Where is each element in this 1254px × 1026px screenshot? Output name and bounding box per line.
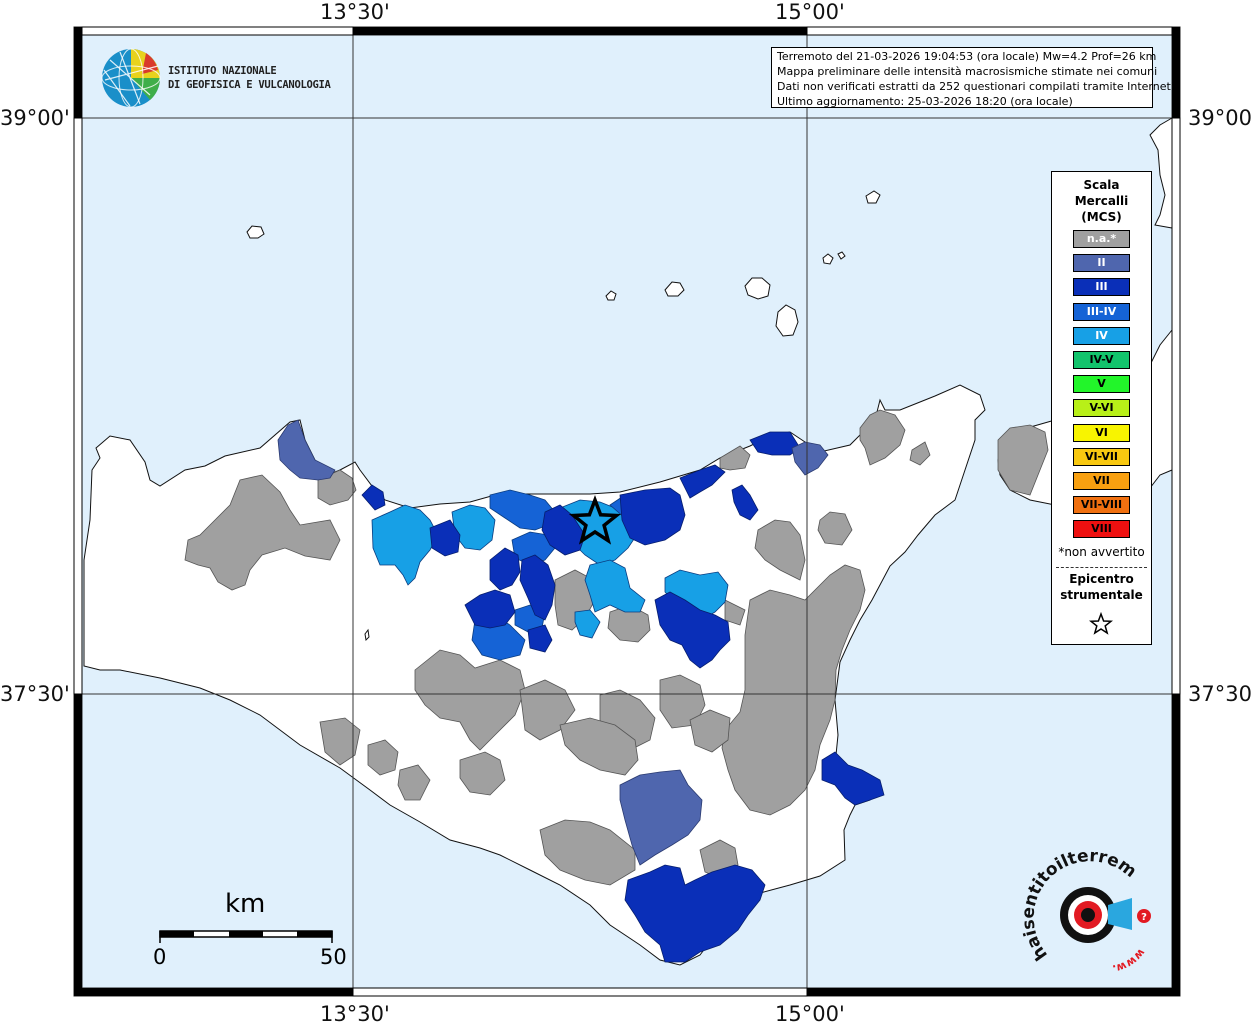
map-frame	[73, 26, 1181, 997]
scale-start: 0	[153, 945, 167, 969]
legend-item: V	[1073, 375, 1130, 394]
event-info-line4: Ultimo aggiornamento: 25-03-2026 18:20 (…	[777, 95, 1073, 108]
institute-name-line2: DI GEOFISICA E VULCANOLOGIA	[168, 79, 331, 91]
legend-note: *non avvertito	[1058, 545, 1145, 559]
legend-item: VI-VII	[1073, 447, 1130, 466]
legend-item: III	[1073, 278, 1130, 297]
event-info-box: Terremoto del 21-03-2026 19:04:53 (ora l…	[771, 47, 1175, 108]
lon-label-top-1330: 13°30'	[320, 0, 390, 24]
lat-label-left-3730: 37°30'	[0, 682, 70, 706]
svg-text:?: ?	[1141, 912, 1147, 923]
lat-label-left-3900: 39°00'	[0, 106, 70, 130]
epicenter-star-icon	[568, 495, 622, 545]
legend-item: V-VI	[1073, 399, 1130, 418]
institute-name: ISTITUTO NAZIONALE DI GEOFISICA E VULCAN…	[168, 64, 331, 92]
lat-label-right-3730: 37°30'	[1188, 682, 1254, 706]
lon-label-top-1500: 15°00'	[775, 0, 845, 24]
scale-bar	[159, 930, 333, 943]
islands	[246, 190, 881, 642]
zones-intensity-iii	[361, 431, 885, 963]
star-icon	[1089, 612, 1113, 635]
legend-epicenter-label: Epicentro strumentale	[1052, 571, 1151, 603]
event-info-line3: Dati non verificati estratti da 252 ques…	[777, 80, 1175, 93]
legend-divider	[1056, 567, 1147, 568]
zones-not-felt	[184, 409, 1049, 921]
legend-item: IV-V	[1073, 351, 1130, 369]
legend-epicenter-line1: Epicentro	[1069, 572, 1134, 586]
institute-name-line1: ISTITUTO NAZIONALE	[168, 65, 277, 77]
scale-unit: km	[225, 889, 266, 919]
legend-item: VI	[1073, 423, 1130, 442]
legend-item: VIII	[1073, 520, 1130, 539]
calabria-north-coast	[1149, 117, 1173, 229]
zones-intensity-ii	[277, 419, 829, 866]
lat-label-right-3900: 39°00'	[1188, 106, 1254, 130]
graticule	[82, 35, 1172, 988]
hsit-target-icon: ?	[1060, 887, 1151, 943]
legend-title: Scala Mercalli (MCS)	[1052, 177, 1151, 225]
mcs-legend: Scala Mercalli (MCS) n.a.* II III III-IV IV I…	[1051, 171, 1152, 645]
legend-title-line1: Scala	[1083, 178, 1120, 192]
ingv-globe-icon	[101, 48, 161, 108]
lon-label-bottom-1500: 15°00'	[775, 1002, 845, 1026]
lon-label-bottom-1330: 13°30'	[320, 1002, 390, 1026]
legend-item: VII	[1073, 472, 1130, 490]
event-info-line2: Mappa preliminare delle intensità macros…	[777, 65, 1158, 78]
legend-item: III-IV	[1073, 302, 1130, 321]
event-info-line1: Terremoto del 21-03-2026 19:04:53 (ora l…	[777, 50, 1157, 63]
legend-item: IV	[1073, 326, 1130, 345]
legend-item: n.a.*	[1073, 230, 1130, 248]
legend-title-line2: Mercalli	[1074, 194, 1129, 208]
legend-item: II	[1073, 254, 1130, 273]
legend-item: VII-VIII	[1073, 496, 1130, 515]
scale-end: 50	[320, 945, 347, 969]
legend-title-line3: (MCS)	[1081, 210, 1122, 224]
legend-epicenter-line2: strumentale	[1060, 588, 1143, 602]
